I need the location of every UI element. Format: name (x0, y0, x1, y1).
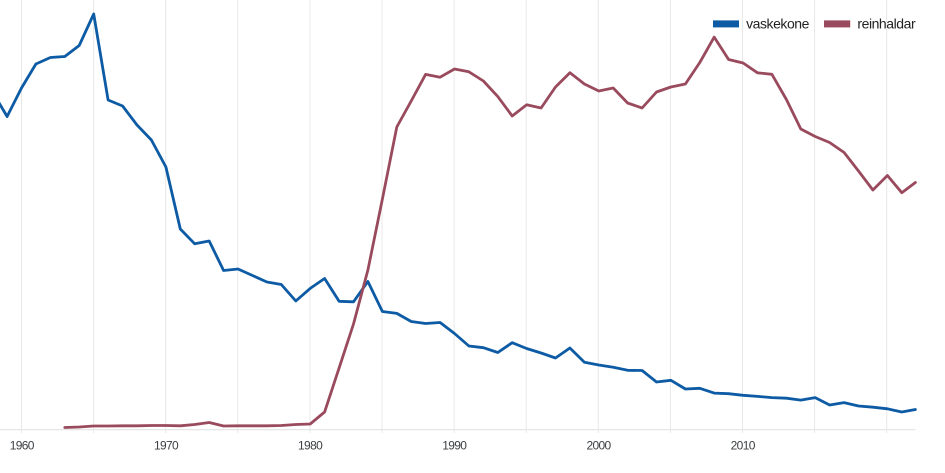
svg-text:vaskekone: vaskekone (746, 16, 810, 32)
svg-text:reinhaldar: reinhaldar (857, 16, 916, 32)
svg-text:1980: 1980 (298, 438, 323, 452)
svg-text:2000: 2000 (586, 438, 611, 452)
svg-text:1960: 1960 (10, 438, 35, 452)
svg-text:1990: 1990 (442, 438, 467, 452)
svg-text:1970: 1970 (154, 438, 179, 452)
svg-text:2010: 2010 (731, 438, 756, 452)
